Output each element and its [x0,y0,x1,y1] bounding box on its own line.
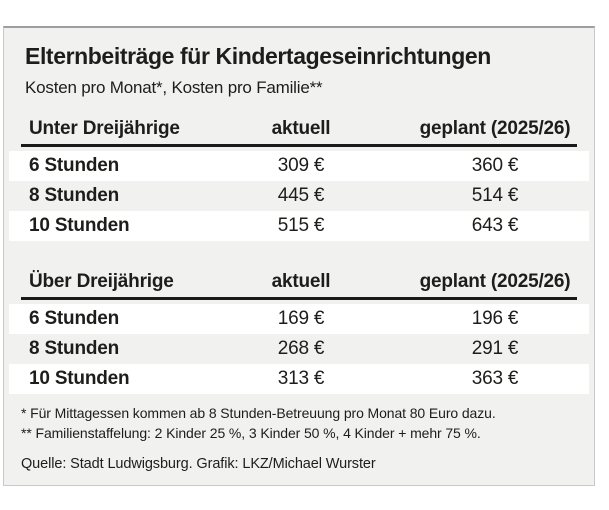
table-row: 10 Stunden 313 € 363 € [9,364,589,394]
value-aktuell: 515 € [277,215,325,236]
table-row: 6 Stunden 169 € 196 € [9,304,589,334]
row-label: 10 Stunden [29,215,130,236]
column-header-geplant: geplant (2025/26) [419,118,571,139]
table-header-row: Unter Dreijährige aktuell geplant (2025/… [9,114,589,144]
footnote-mittagessen: * Für Mittagessen kommen ab 8 Stunden-Be… [21,405,496,421]
column-header-aktuell: aktuell [271,271,331,292]
value-geplant: 363 € [471,368,519,389]
value-aktuell: 313 € [277,368,325,389]
row-label: 8 Stunden [29,338,120,359]
table-ueber-dreijaehrige: Über Dreijährige aktuell geplant (2025/2… [9,267,589,394]
value-geplant: 196 € [471,308,519,329]
header-rule [21,144,577,147]
footnote-familienstaffelung: ** Familienstaffelung: 2 Kinder 25 %, 3 … [21,425,481,441]
value-geplant: 643 € [471,215,519,236]
value-aktuell: 169 € [277,308,325,329]
row-label: 8 Stunden [29,185,120,206]
row-label: 6 Stunden [29,308,120,329]
row-label: 6 Stunden [29,155,120,176]
value-aktuell: 268 € [277,338,325,359]
subtitle: Kosten pro Monat*, Kosten pro Familie** [25,78,323,97]
value-geplant: 360 € [471,155,519,176]
table-row: 10 Stunden 515 € 643 € [9,211,589,241]
column-header-aktuell: aktuell [271,118,331,139]
table-row: 6 Stunden 309 € 360 € [9,151,589,181]
column-header-geplant: geplant (2025/26) [419,271,571,292]
table-row: 8 Stunden 268 € 291 € [9,334,589,364]
value-aktuell: 309 € [277,155,325,176]
header-rule [21,297,577,300]
table-unter-dreijaehrige: Unter Dreijährige aktuell geplant (2025/… [9,114,589,241]
column-header-group: Über Dreijährige [29,271,174,292]
value-aktuell: 445 € [277,185,325,206]
table-row: 8 Stunden 445 € 514 € [9,181,589,211]
source-credit: Quelle: Stadt Ludwigsburg. Grafik: LKZ/M… [21,456,376,472]
footnotes: * Für Mittagessen kommen ab 8 Stunden-Be… [9,403,589,443]
row-label: 10 Stunden [29,368,130,389]
table-header-row: Über Dreijährige aktuell geplant (2025/2… [9,267,589,297]
value-geplant: 291 € [471,338,519,359]
value-geplant: 514 € [471,185,519,206]
page-title: Elternbeiträge für Kindertageseinrichtun… [25,43,491,69]
panel-content: Elternbeiträge für Kindertageseinrichtun… [9,28,589,474]
column-header-group: Unter Dreijährige [29,118,180,139]
infographic-panel: Elternbeiträge für Kindertageseinrichtun… [3,26,595,486]
